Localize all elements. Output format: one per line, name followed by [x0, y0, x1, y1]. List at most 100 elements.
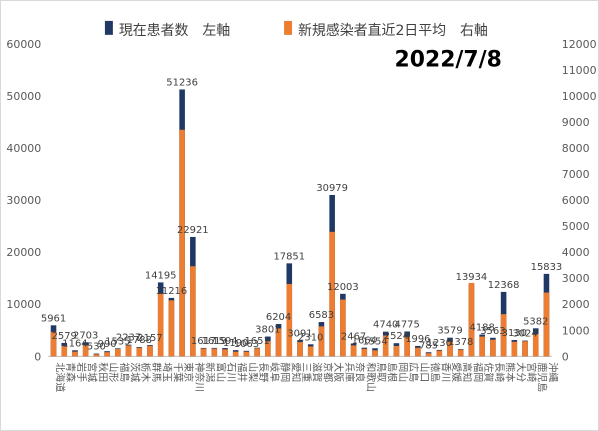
y-right-tick: 1000 [562, 324, 590, 337]
category-label: 和歌山 [364, 362, 377, 392]
bar-new-cases [318, 326, 325, 357]
y-left-tick: 60000 [6, 38, 41, 51]
category-label: 北海道 [54, 362, 67, 392]
category-label: 高知 [461, 362, 474, 382]
category-label: 富山 [214, 362, 227, 382]
data-label: 22921 [177, 225, 209, 236]
bar-new-cases [297, 342, 303, 357]
data-label: 2237 [116, 333, 141, 344]
category-label: 神奈川 [193, 362, 206, 392]
category-label: 佐賀 [482, 362, 494, 382]
bar-new-cases [157, 293, 164, 357]
category-label: 福井 [236, 362, 249, 382]
data-label: 1164 [62, 338, 87, 349]
data-label: 3563 [480, 326, 505, 337]
bar-new-cases [490, 339, 496, 357]
data-label: 51236 [166, 77, 198, 88]
data-label: 530 [87, 342, 106, 353]
category-label: 大分 [514, 362, 527, 382]
category-label: 愛媛 [450, 362, 463, 382]
data-label: 12368 [488, 280, 520, 291]
y-right-tick: 4000 [562, 246, 590, 259]
bar-new-cases [93, 354, 100, 357]
category-label: 石川 [225, 362, 236, 382]
category-label: 岡山 [396, 362, 408, 382]
category-label: 鳥取 [375, 362, 388, 382]
category-label: 山形 [107, 362, 119, 382]
y-right-tick: 6000 [562, 194, 590, 207]
data-label: 3579 [437, 326, 462, 337]
data-label: 3024 [512, 329, 537, 340]
data-label: 1664 [352, 336, 377, 347]
category-label: 京都 [321, 362, 334, 382]
bar-new-cases [522, 341, 528, 357]
bar-new-cases [254, 348, 260, 357]
category-label: 福島 [118, 362, 131, 382]
bar-new-cases [136, 347, 143, 357]
category-label: 広島 [407, 362, 420, 382]
data-label: 14195 [145, 270, 177, 281]
bar-new-cases [104, 352, 110, 357]
y-left-tick: 0 [34, 350, 41, 363]
data-label: 3091 [287, 328, 312, 339]
bar-new-cases [340, 299, 346, 357]
y-right-tick: 11000 [562, 64, 597, 77]
data-label: 1230 [427, 338, 452, 349]
category-label: 茨城 [129, 362, 142, 382]
bar-new-cases [222, 349, 228, 357]
data-label: 1535 [105, 336, 130, 347]
data-label: 1651 [244, 336, 269, 347]
data-label: 2157 [137, 333, 162, 344]
bar-new-cases [404, 336, 410, 357]
data-label: 1378 [448, 337, 473, 348]
data-label: 1594 [212, 336, 237, 347]
data-label: 17851 [273, 251, 305, 262]
category-label: 福岡 [471, 362, 484, 382]
data-label: 12003 [327, 282, 359, 293]
data-label: 1996 [405, 334, 430, 345]
bar-new-cases [425, 353, 432, 357]
bar-new-cases [511, 341, 518, 357]
category-label: 千葉 [171, 362, 184, 382]
category-label: 宮崎 [525, 362, 538, 382]
bar-new-cases [190, 266, 196, 357]
data-label: 785 [419, 340, 438, 351]
data-label: 2524 [384, 331, 409, 342]
bar-new-cases [243, 351, 250, 357]
category-label: 愛知 [289, 362, 302, 382]
bar-new-cases [350, 345, 357, 357]
category-label: 長野 [257, 362, 269, 382]
data-label: 1063 [234, 339, 259, 350]
date-label: 2022/7/8 [395, 48, 502, 73]
y-left-tick: 40000 [6, 142, 41, 155]
bar-new-cases [168, 300, 175, 357]
data-label: 30979 [316, 183, 348, 194]
legend-swatch-new-cases [284, 20, 293, 35]
category-label: 東京 [182, 362, 195, 382]
bar-new-cases [415, 347, 421, 357]
y-left-tick: 10000 [6, 298, 41, 311]
bar-new-cases [147, 345, 153, 357]
y-right-tick: 9000 [562, 116, 590, 129]
data-label: 11216 [156, 286, 188, 297]
y-right-tick: 5000 [562, 220, 590, 233]
data-label: 1190 [223, 338, 248, 349]
bar-new-cases [275, 328, 282, 357]
legend: 現在患者数 左軸 新規感染者直近2日平均 右軸 [104, 20, 488, 39]
bar-new-cases [543, 292, 550, 357]
data-label: 2467 [341, 332, 366, 343]
y-right-tick: 7000 [562, 168, 590, 181]
y-right-tick: 12000 [562, 38, 597, 51]
bar-new-cases [125, 345, 132, 357]
category-label: 鹿児島 [536, 362, 549, 392]
category-label: 岩手 [75, 362, 88, 382]
bar-new-cases [447, 341, 453, 357]
bar-new-cases [179, 129, 185, 357]
data-label: 4188 [470, 323, 495, 334]
category-label: 大阪 [332, 362, 345, 382]
category-label: 秋田 [96, 362, 109, 382]
legend-swatch-current-patients [104, 20, 113, 35]
category-label: 静岡 [279, 362, 292, 382]
category-label: 沖縄 [546, 362, 559, 382]
